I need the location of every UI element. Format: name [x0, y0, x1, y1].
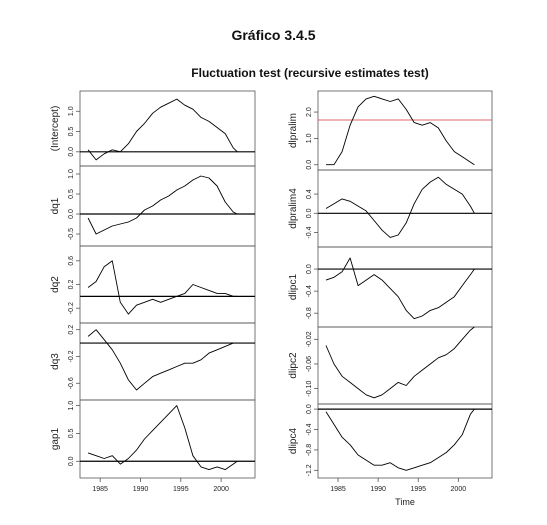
left-panel-1-ytick-label: 1.0 [68, 106, 75, 116]
left-panel-1-ytick-label: 0.5 [68, 127, 75, 137]
chart-title: Fluctuation test (recursive estimates te… [191, 66, 429, 80]
left-panel-4-series-line [87, 329, 238, 391]
left-panel-2-ytick-label: 0.0 [68, 209, 75, 219]
right-panel-5-ytick-label: 0.0 [306, 404, 313, 414]
right-panel-1-ytick-label: 1.0 [306, 133, 313, 143]
left-panel-3-series-line [87, 260, 238, 315]
left-panel-5-ylabel: gap1 [50, 427, 61, 450]
right-panel-3-series-line [325, 257, 475, 320]
right-panel-2-ytick-label: -0.4 [306, 226, 313, 238]
right-panel-1-ytick-label: 0.0 [306, 160, 313, 170]
left-panel-3-ylabel: dq2 [50, 276, 61, 293]
left-panel-3-frame [79, 245, 256, 324]
right-panel-4-ytick-label: -0.02 [306, 331, 313, 347]
left-panel-2-ytick-label: -0.5 [68, 228, 75, 240]
left-panel-1-series-line [87, 98, 238, 161]
right-panel-5-xlabel: Time [395, 497, 415, 507]
left-panel-5-ytick-label: 0.0 [68, 456, 75, 466]
right-panel-3-ytick-label: -0.4 [306, 285, 313, 297]
right-panel-1-ylabel: dlpralim [288, 113, 299, 148]
left-panel-5-series-line [87, 405, 238, 471]
right-panel-4-ytick-label: -0.06 [306, 356, 313, 372]
right-panel-1-frame [317, 90, 493, 171]
right-panel-2-frame [317, 169, 493, 248]
left-panel-3-ytick-label: -0.2 [68, 302, 75, 314]
right-panel-2-ytick-label: 0.4 [306, 189, 313, 199]
right-panel-2-series-line [325, 176, 475, 238]
page-title: Gráfico 3.4.5 [231, 27, 316, 43]
right-panel-4-frame [317, 326, 493, 405]
right-panel-4-series-line [325, 326, 475, 399]
left-panel-3-ytick-label: 0.2 [68, 280, 75, 290]
left-panel-2-series-line [87, 175, 238, 235]
left-panel-4-frame [79, 322, 256, 401]
left-panel-2-ytick-label: 1.0 [68, 169, 75, 179]
right-panel-1-ytick-label: 2.0 [306, 107, 313, 117]
right-panel-3-frame [317, 246, 493, 328]
right-panel-5-xtick-label: 2000 [451, 486, 467, 493]
right-panel-3-ytick-label: -0.8 [306, 307, 313, 319]
left-panel-5-xtick-label: 1985 [92, 486, 108, 493]
right-panel-3-ytick-label: 0.0 [306, 264, 313, 274]
right-panel-5-ytick-label: -0.8 [306, 444, 313, 456]
right-panel-5-xtick-label: 1990 [370, 486, 386, 493]
right-panel-5-frame [317, 403, 493, 479]
right-panel-3-ylabel: dlipc1 [288, 274, 299, 301]
left-panel-2-ylabel: dq1 [50, 197, 61, 214]
right-panel-1-series-line [326, 95, 475, 166]
right-panel-4-ylabel: dlipc2 [288, 352, 299, 379]
right-panel-2-ylabel: dlpralim4 [288, 188, 299, 229]
left-panel-5-xtick-label: 1995 [173, 486, 189, 493]
left-panel-5-frame [79, 399, 256, 479]
left-panel-3-ytick-label: 0.6 [68, 256, 75, 266]
left-panel-5-ytick-label: 0.5 [68, 428, 75, 438]
right-panel-4-ytick-label: -0.10 [306, 381, 313, 397]
right-panel-5-ylabel: dlipc4 [288, 428, 299, 455]
left-panel-1-ytick-label: 0.0 [68, 147, 75, 157]
left-panel-4-ylabel: dq3 [50, 353, 61, 370]
left-panel-4-ytick-label: -0.6 [68, 377, 75, 389]
left-panel-5-xtick-label: 2000 [213, 486, 229, 493]
right-panel-2-ytick-label: 0.0 [306, 208, 313, 218]
right-panel-5-ytick-label: -1.2 [306, 464, 313, 476]
right-panel-5-series-line [325, 408, 475, 471]
left-panel-4-ytick-label: -0.2 [68, 350, 75, 362]
left-panel-2-ytick-label: 0.5 [68, 189, 75, 199]
left-panel-5-xtick-label: 1990 [133, 486, 149, 493]
right-panel-5-xtick-label: 1995 [410, 486, 426, 493]
left-panel-1-frame [79, 90, 256, 167]
right-panel-5-xtick-label: 1985 [330, 486, 346, 493]
right-panel-5-ytick-label: -0.4 [306, 423, 313, 435]
left-panel-4-ytick-label: 0.2 [68, 325, 75, 335]
left-panel-5-ytick-label: 1.0 [68, 401, 75, 411]
left-panel-1-ylabel: (Intercept) [50, 106, 61, 152]
